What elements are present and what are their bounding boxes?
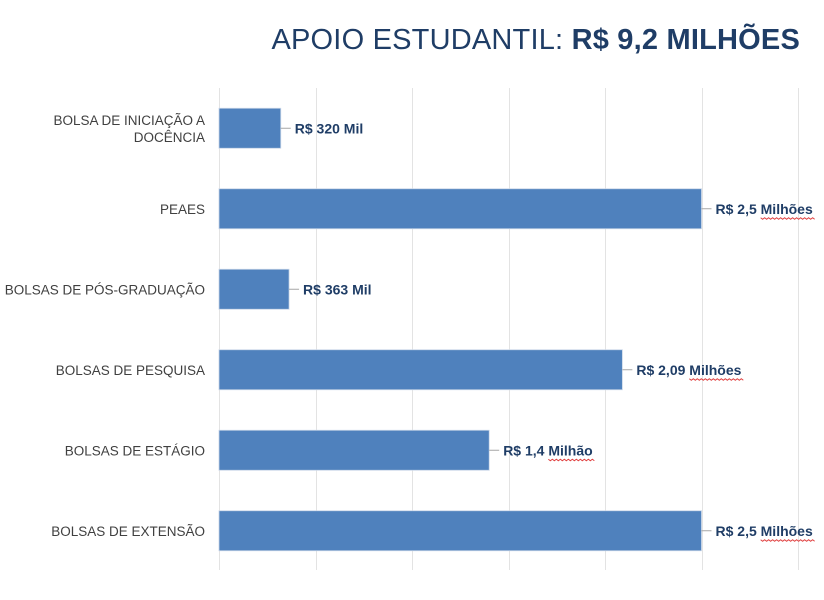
bar xyxy=(218,510,702,552)
category-label: PEAES xyxy=(160,202,205,217)
category-label: BOLSAS DE PESQUISA xyxy=(56,363,205,378)
spellcheck-underline xyxy=(689,378,744,381)
data-label: R$ 320 Mil xyxy=(295,120,363,136)
bar xyxy=(218,268,290,310)
data-label: R$ 1,4 Milhão xyxy=(503,442,592,458)
spellcheck-underline xyxy=(760,217,815,220)
bar xyxy=(218,107,282,149)
chart-title-prefix: APOIO ESTUDANTIL: xyxy=(271,24,572,56)
chart-title: APOIO ESTUDANTIL: R$ 9,2 MILHÕES xyxy=(271,24,800,57)
bar xyxy=(218,429,490,471)
spellcheck-underline xyxy=(548,458,595,462)
gridlines xyxy=(219,88,799,570)
category-label: BOLSAS DE ESTÁGIO xyxy=(65,443,205,458)
spellcheck-underline xyxy=(760,539,815,542)
category-label: BOLSAS DE PÓS-GRADUAÇÃO xyxy=(5,282,205,297)
bar xyxy=(218,349,623,391)
category-label: DOCÊNCIA xyxy=(134,130,205,145)
data-label: R$ 2,09 Milhões xyxy=(636,362,741,378)
bar xyxy=(218,188,702,230)
category-label: BOLSAS DE EXTENSÃO xyxy=(51,524,205,539)
chart-title-value: R$ 9,2 MILHÕES xyxy=(571,24,800,56)
category-label: BOLSA DE INICIAÇÃO A xyxy=(53,113,205,128)
data-label: R$ 2,5 Milhões xyxy=(716,523,813,539)
data-label: R$ 363 Mil xyxy=(303,281,371,297)
data-label: R$ 2,5 Milhões xyxy=(716,201,813,217)
